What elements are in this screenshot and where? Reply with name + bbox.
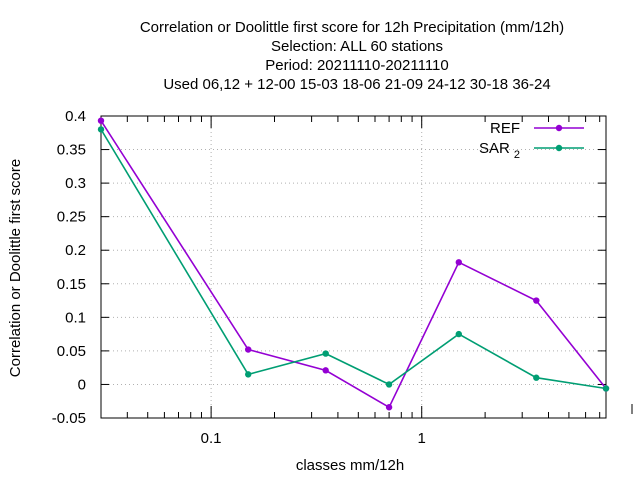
data-point	[322, 367, 329, 374]
data-point	[602, 385, 610, 392]
title-line-2: Selection: ALL 60 stations	[271, 38, 443, 55]
data-point	[322, 350, 329, 357]
title-line-1: Correlation or Doolittle first score for…	[140, 19, 564, 36]
plot-border	[100, 115, 607, 419]
y-tick-label: 0.3	[65, 175, 86, 192]
series-line	[100, 120, 607, 409]
data-point	[97, 117, 105, 124]
title-line-4: Used 06,12 + 12-00 15-03 18-06 21-09 24-…	[163, 76, 550, 93]
x-tick-label: 0.1	[201, 430, 222, 447]
data-point	[455, 259, 462, 266]
y-tick-label: -0.05	[52, 410, 86, 427]
chart-title: Correlation or Doolittle first score for…	[140, 19, 564, 93]
data-point	[455, 330, 462, 338]
legend-label: SAR 2	[479, 140, 520, 161]
data-point	[245, 346, 252, 353]
data-point	[97, 126, 105, 133]
legend-label: REF	[490, 120, 520, 137]
y-tick-label: 0.4	[65, 108, 86, 125]
y-tick-label: 0	[78, 376, 86, 393]
series-line	[100, 128, 607, 390]
title-line-3: Period: 20211110-20211110	[265, 57, 449, 74]
legend-marker	[555, 124, 563, 132]
series-sar	[97, 126, 610, 392]
legend-marker	[555, 144, 563, 152]
y-tick-label: 0.1	[65, 309, 86, 326]
legend-label-subscript: 2	[514, 149, 520, 161]
tick-labels: 0.4 0.35 0.3 0.25 0.2 0.15 0.1 0.05 0 -0.05 0.1 1	[52, 108, 426, 447]
y-tick-label: 0.05	[57, 343, 86, 360]
legend: REF SAR 2	[479, 120, 584, 161]
data-point	[533, 297, 540, 304]
data-point	[245, 371, 252, 378]
data-point	[385, 404, 393, 411]
y-tick-label: 0.2	[65, 242, 86, 259]
data-point	[533, 374, 540, 381]
grid	[101, 116, 606, 418]
series-plot	[97, 117, 610, 411]
data-point	[385, 381, 393, 388]
x-axis-label: classes mm/12h	[296, 457, 404, 474]
y-tick-label: 0.35	[57, 142, 86, 159]
y-tick-label: 0.15	[57, 276, 86, 293]
y-axis-label: Correlation or Doolittle first score	[7, 159, 24, 377]
axes	[100, 115, 633, 419]
y-tick-label: 0.25	[57, 209, 86, 226]
x-tick-label: 1	[418, 430, 426, 447]
